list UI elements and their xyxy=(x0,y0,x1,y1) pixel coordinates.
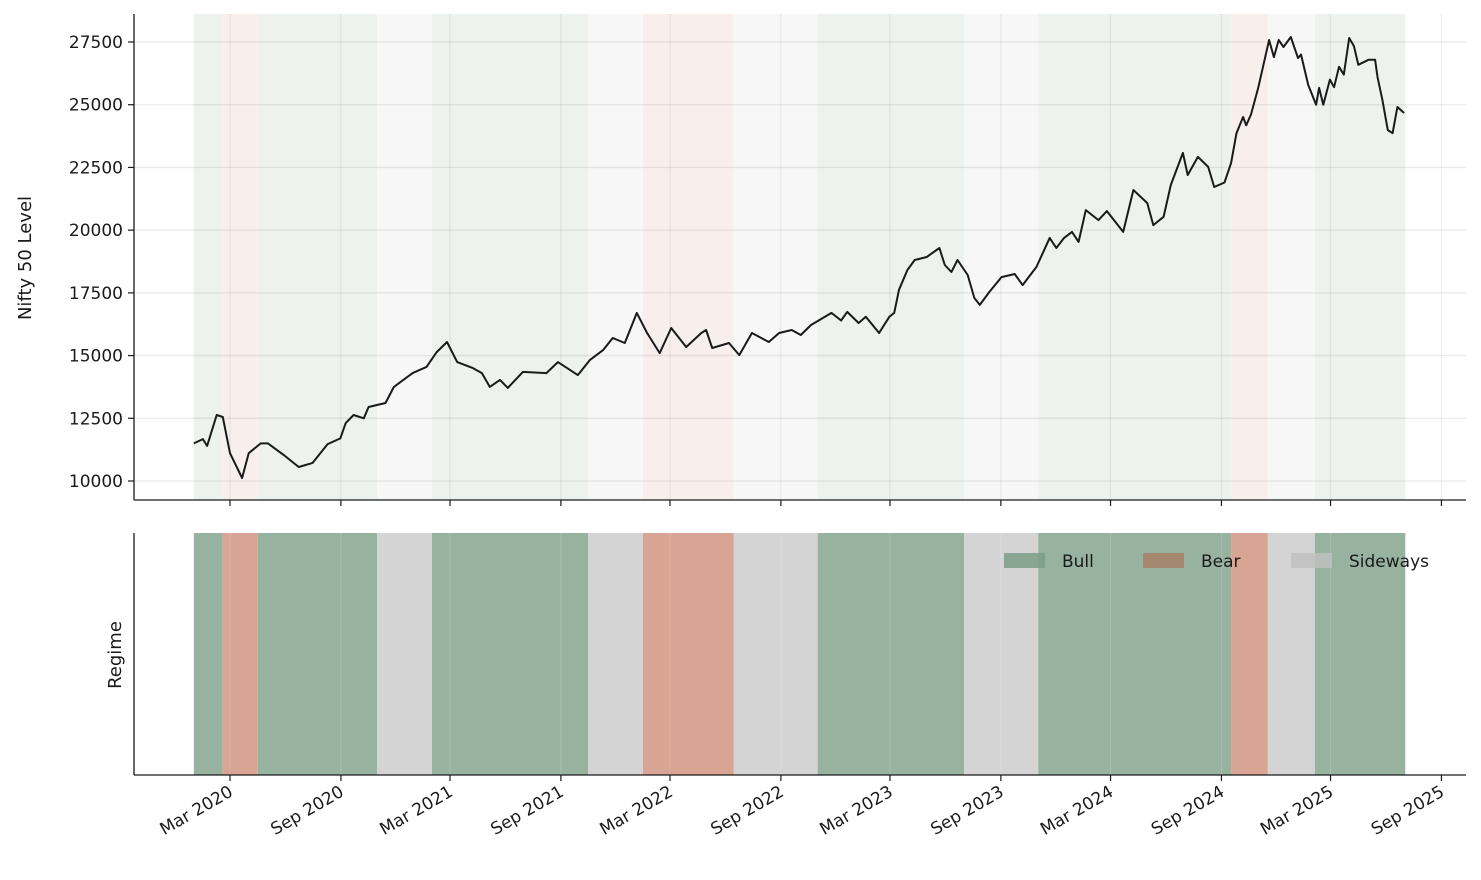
y-tick-label: 17500 xyxy=(69,284,123,304)
x-tick-label: Mar 2023 xyxy=(817,782,897,840)
regime-shade-sideways xyxy=(733,14,818,500)
regime-bar-sideways xyxy=(733,533,818,775)
regime-shade-bull xyxy=(431,14,589,500)
regime-y-axis-label: Regime xyxy=(105,621,126,689)
regime-bar-bull xyxy=(817,533,965,775)
legend-label-sideways: Sideways xyxy=(1349,552,1429,572)
regime-bar-sideways xyxy=(377,533,432,775)
y-tick-label: 20000 xyxy=(69,221,123,241)
price-y-axis-label: Nifty 50 Level xyxy=(15,196,36,320)
legend-label-bear: Bear xyxy=(1201,552,1241,572)
regime-shade-sideways xyxy=(1267,14,1315,500)
regime-shade-bull xyxy=(1314,14,1406,500)
price-y-ticks: 10000 12500 15000 17500 20000 22500 25000 27500 xyxy=(69,33,134,492)
y-tick-label: 22500 xyxy=(69,158,123,178)
price-panel-grid xyxy=(134,14,1466,500)
x-tick-label: Sep 2022 xyxy=(707,782,787,840)
y-tick-label: 27500 xyxy=(69,33,123,53)
regime-panel-grid xyxy=(229,533,1443,775)
x-tick-label: Mar 2025 xyxy=(1257,782,1337,840)
regime-bar-bear xyxy=(1231,533,1268,775)
regime-shade-sideways xyxy=(964,14,1039,500)
nifty-price-line xyxy=(193,36,1405,479)
x-tick-label: Sep 2023 xyxy=(927,782,1007,840)
regime-panel-bars xyxy=(193,533,1406,775)
regime-shade-sideways xyxy=(377,14,432,500)
y-tick-label: 25000 xyxy=(69,96,123,116)
legend: Bull Bear Sideways xyxy=(1004,552,1429,572)
x-tick-label: Mar 2022 xyxy=(597,782,677,840)
regime-shade-bull xyxy=(257,14,378,500)
regime-shade-bull xyxy=(193,14,223,500)
legend-swatch-sideways xyxy=(1291,553,1332,568)
regime-bar-bear xyxy=(642,533,734,775)
regime-bar-bull xyxy=(1314,533,1406,775)
regime-shade-sideways xyxy=(588,14,643,500)
x-tick-label: Sep 2020 xyxy=(267,782,347,840)
regime-shade-bear xyxy=(222,14,258,500)
legend-swatch-bull xyxy=(1004,553,1045,568)
x-tick-label: Mar 2024 xyxy=(1037,782,1117,840)
x-tick-label: Sep 2025 xyxy=(1368,782,1448,840)
legend-swatch-bear xyxy=(1143,553,1184,568)
regime-bar-sideways xyxy=(1267,533,1315,775)
x-tick-label: Mar 2020 xyxy=(157,782,237,840)
y-tick-label: 10000 xyxy=(69,472,123,492)
regime-bar-sideways xyxy=(588,533,643,775)
y-tick-label: 15000 xyxy=(69,347,123,367)
regime-bar-bull xyxy=(431,533,589,775)
regime-bar-sideways xyxy=(964,533,1039,775)
regime-shade-bull xyxy=(1038,14,1232,500)
price-panel-regime-shading xyxy=(193,14,1406,500)
x-tick-label: Mar 2021 xyxy=(377,782,457,840)
regime-shade-bull xyxy=(817,14,965,500)
x-tick-label: Sep 2024 xyxy=(1148,782,1228,840)
regime-shade-bear xyxy=(1231,14,1268,500)
regime-bar-bull xyxy=(257,533,378,775)
axes xyxy=(133,14,1466,776)
x-tick-label: Sep 2021 xyxy=(487,782,567,840)
regime-bar-bear xyxy=(222,533,258,775)
regime-bar-bull xyxy=(193,533,223,775)
y-tick-label: 12500 xyxy=(69,409,123,429)
regime-bar-bull xyxy=(1038,533,1232,775)
legend-label-bull: Bull xyxy=(1062,552,1094,572)
regime-shade-bear xyxy=(642,14,734,500)
